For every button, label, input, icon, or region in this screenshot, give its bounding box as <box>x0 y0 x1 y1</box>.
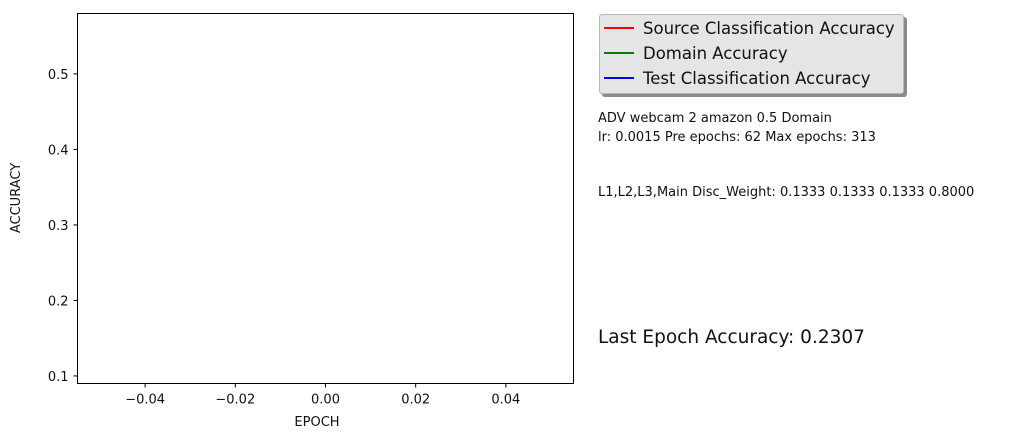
y-tick-label: 0.5 <box>48 68 69 83</box>
x-tick-label: 0.02 <box>401 393 430 408</box>
x-axis-label: EPOCH <box>294 415 339 430</box>
y-tick-label: 0.4 <box>48 143 69 158</box>
legend-line-domain <box>604 52 634 54</box>
legend-item-test: Test Classification Accuracy <box>604 67 871 89</box>
last-epoch-accuracy: Last Epoch Accuracy: 0.2307 <box>598 327 865 348</box>
x-tick-label: −0.02 <box>215 393 255 408</box>
legend-item-domain: Domain Accuracy <box>604 42 788 64</box>
y-tick-label: 0.3 <box>48 219 69 234</box>
y-tick-label: 0.1 <box>48 370 69 385</box>
run-config-line: ADV webcam 2 amazon 0.5 Domain <box>598 111 832 126</box>
x-axis-ticks: −0.04 −0.02 0.00 0.02 0.04 <box>125 383 520 408</box>
disc-weight-line: L1,L2,L3,Main Disc_Weight: 0.1333 0.1333… <box>598 185 975 200</box>
y-axis-label: ACCURACY <box>9 163 24 233</box>
x-tick-label: 0.00 <box>311 393 340 408</box>
plot-area <box>77 13 574 384</box>
x-tick-label: 0.04 <box>491 393 520 408</box>
y-tick-label: 0.2 <box>48 294 69 309</box>
hyperparams-line: lr: 0.0015 Pre epochs: 62 Max epochs: 31… <box>598 130 876 145</box>
x-tick-label: −0.04 <box>125 393 165 408</box>
legend-label-test: Test Classification Accuracy <box>643 68 871 88</box>
legend-label-domain: Domain Accuracy <box>643 43 788 63</box>
y-axis-ticks: 0.1 0.2 0.3 0.4 0.5 <box>48 68 78 385</box>
legend-line-test <box>604 77 634 79</box>
legend: Source Classification Accuracy Domain Ac… <box>599 14 904 94</box>
legend-label-source: Source Classification Accuracy <box>643 18 895 38</box>
legend-item-source: Source Classification Accuracy <box>604 17 895 39</box>
legend-line-source <box>604 27 634 29</box>
